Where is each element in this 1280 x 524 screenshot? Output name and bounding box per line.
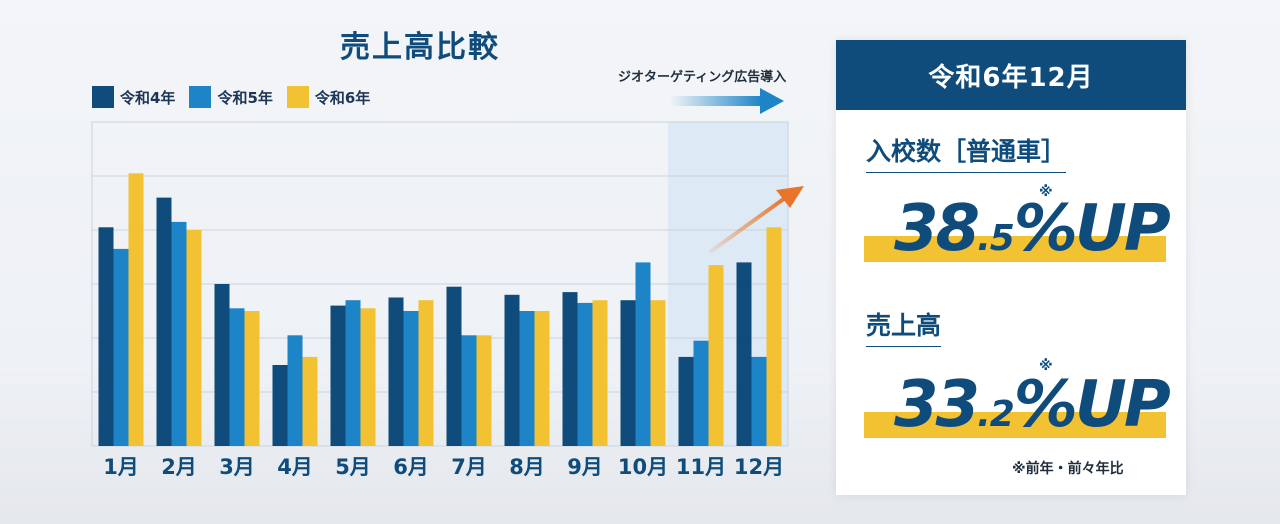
bar-6-11: [708, 265, 724, 446]
promo-annotation-label: ジオターゲティング広告導入: [618, 70, 787, 85]
bar-6-7: [476, 335, 492, 446]
bar-5-11: [693, 340, 709, 446]
bar-5-12: [751, 356, 767, 446]
legend-swatch-r4: [92, 86, 114, 108]
bar-6-8: [534, 311, 550, 446]
bar-chart: 1月 2月 3月 4月 5月 6月 7月 8月 9月 10月 11月 12月: [91, 88, 804, 479]
stat-number-sales: 33.2%UP: [894, 368, 1171, 442]
bar-5-9: [577, 302, 593, 446]
stat-highlight-bar: [864, 236, 1166, 262]
bar-5-2: [171, 221, 187, 446]
bar-4-10: [620, 300, 636, 446]
legend-label-r4: 令和4年: [120, 88, 176, 107]
stat-number-enrollment: 38.5%UP: [894, 192, 1171, 266]
bar-4-3: [214, 284, 230, 446]
legend-label-r5: 令和5年: [217, 88, 273, 107]
promo-arrow-head: [760, 88, 784, 114]
stat-highlight-bar: [864, 412, 1166, 438]
x-tick-label: 5月: [335, 455, 371, 479]
legend-item-r5: 令和5年: [189, 86, 273, 108]
promo-arrow-shaft: [670, 96, 762, 106]
stat-note-sales: ※: [1039, 358, 1053, 374]
bar-6-2: [186, 230, 202, 446]
bar-4-11: [678, 356, 694, 446]
legend-label-r6: 令和6年: [314, 88, 371, 107]
x-tick-label: 1月: [103, 455, 139, 479]
growth-arrow-head: [776, 186, 804, 208]
bar-4-12: [736, 262, 752, 446]
x-tick-label: 6月: [393, 455, 429, 479]
bar-4-6: [388, 297, 404, 446]
bar-4-1: [98, 227, 114, 446]
x-tick-label: 12月: [734, 455, 784, 479]
legend-item-r6: 令和6年: [286, 86, 371, 108]
stat-value-enrollment: 38.5%UP: [864, 192, 1174, 266]
bar-4-4: [272, 365, 288, 446]
bar-5-8: [519, 311, 535, 446]
result-panel: 令和6年12月 入校数［普通車］ ※ 38.5%UP 売上高 ※ 33.2%UP…: [836, 40, 1186, 495]
bar-4-2: [156, 197, 172, 446]
stat-note-enrollment: ※: [1039, 184, 1053, 200]
x-tick-label: 2月: [161, 455, 197, 479]
growth-arrow-shaft: [708, 196, 787, 254]
panel-header: 令和6年12月: [836, 40, 1186, 110]
x-tick-label: 11月: [676, 455, 726, 479]
stat-value-sales: 33.2%UP: [864, 368, 1174, 442]
x-tick-label: 3月: [219, 455, 255, 479]
x-tick-label: 7月: [451, 455, 487, 479]
bar-4-9: [562, 292, 578, 446]
chart-legend: 令和4年 令和5年 令和6年: [92, 86, 370, 108]
bar-6-6: [418, 300, 434, 446]
legend-item-r4: 令和4年: [92, 86, 175, 108]
legend-swatch-r6: [286, 86, 309, 108]
legend-swatch-r5: [189, 86, 212, 108]
bar-5-1: [113, 248, 129, 446]
bar-6-1: [128, 173, 144, 447]
bar-6-4: [302, 356, 318, 446]
bar-5-10: [635, 262, 651, 446]
stat-label-enrollment: 入校数［普通車］: [866, 132, 1067, 173]
bar-5-4: [287, 335, 303, 446]
bar-6-5: [360, 308, 376, 446]
chart-title: 売上高比較: [340, 30, 500, 65]
bar-5-6: [403, 311, 419, 446]
x-tick-label: 8月: [509, 455, 545, 479]
bar-6-10: [650, 300, 666, 446]
bar-6-3: [244, 311, 260, 446]
x-tick-label: 4月: [277, 455, 313, 479]
bar-4-8: [504, 294, 520, 446]
bar-4-7: [446, 286, 462, 446]
bar-5-7: [461, 335, 477, 446]
bar-5-5: [345, 300, 361, 446]
bar-4-5: [330, 305, 346, 446]
x-tick-label: 9月: [567, 455, 603, 479]
x-tick-label: 10月: [618, 455, 668, 479]
footnote: ※前年・前々年比: [1012, 461, 1124, 477]
bar-6-9: [592, 300, 608, 446]
bar-5-3: [229, 308, 245, 446]
stat-label-sales: 売上高: [866, 306, 942, 347]
bar-6-12: [766, 227, 782, 446]
